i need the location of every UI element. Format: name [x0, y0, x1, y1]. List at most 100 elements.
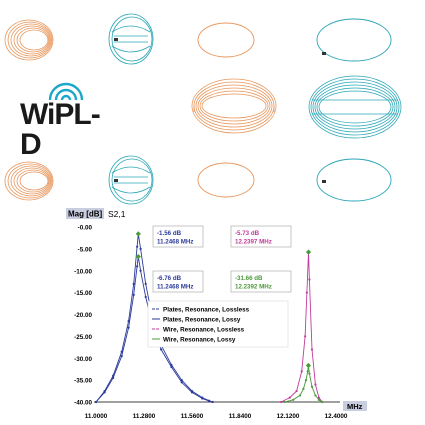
series-line-3 [280, 252, 323, 403]
marker-box-2: -5.73 dB 12.2397 MHz [230, 225, 292, 248]
marker-box-4: -31.66 dB 12.2392 MHz [230, 270, 292, 293]
series-4-point [283, 400, 286, 404]
marker-2-freq: 12.2397 MHz [235, 239, 272, 246]
series-3-point [314, 383, 317, 386]
x-tick-label: 12.1200 [277, 413, 300, 420]
logo-text: WiPL-D [20, 98, 101, 161]
x-tick-label: 11.2800 [133, 413, 156, 420]
series-2-point [136, 265, 139, 268]
legend-label-3: Wire, Resonance, Lossless [163, 327, 245, 334]
y-tick-label: -35.00 [74, 378, 92, 385]
series-3-point [310, 348, 314, 351]
series-2-point [94, 400, 98, 404]
series-4-point [298, 394, 302, 397]
marker-3-db: -6.76 dB [157, 275, 182, 282]
series-4-point [308, 372, 311, 375]
series-4-point [314, 394, 317, 397]
orange-plate-model-middle [191, 78, 277, 134]
orange-plate-model-bottom-left [4, 161, 54, 201]
xlabel-badge-bg [343, 401, 367, 411]
teal-wire-model-top [316, 18, 392, 62]
x-tick-label: 11.0000 [85, 413, 108, 420]
series-3-point [305, 291, 308, 294]
series-2-point [127, 326, 130, 329]
marker-box-1: -1.56 dB 11.2468 MHz [152, 225, 204, 248]
teal-plate-model-middle [308, 75, 402, 139]
series-4-point [306, 370, 309, 373]
series-3-point [308, 278, 311, 281]
series-line-1 [95, 233, 213, 403]
marker-2-db: -5.73 dB [235, 230, 260, 237]
series-layer [94, 231, 324, 404]
legend-item: Plates, Resonance, Lossy [152, 317, 241, 324]
peak-marker-3 [305, 249, 312, 255]
series-2-point [201, 397, 204, 400]
ylabel-badge-bg [66, 208, 104, 219]
series-4-point [310, 385, 314, 388]
legend-item: Wire, Resonance, Lossless [152, 327, 245, 334]
s21-chart-svg: Mag [dB] S2,1 -0.00 -5.00 -10.00 -15.00 -20.… [66, 208, 367, 420]
y-tick-label: -25.00 [74, 334, 92, 341]
legend-label-4: Wire, Resonance, Lossy [163, 337, 236, 344]
series-2-point [139, 269, 142, 272]
series-2-point [112, 376, 115, 380]
y-tick-label: -5.00 [78, 246, 93, 253]
teal-plate-model-bottom [108, 155, 154, 205]
series-4-point [304, 379, 308, 382]
y-tick-label: -15.00 [74, 290, 92, 297]
ylabel-badge: Mag [dB] [68, 210, 103, 219]
teal-plate-model-top [108, 13, 154, 65]
marker-4-db: -31.66 dB [235, 275, 263, 282]
series-1-point [132, 282, 135, 285]
y-tick-labels: -0.00 -5.00 -10.00 -15.00 -20.00 -25.00 -30.00… [74, 225, 92, 407]
series-2-point [211, 400, 214, 404]
series-2-point [208, 400, 211, 403]
series-2-point [160, 348, 163, 351]
series-4-point [317, 398, 320, 401]
orange-wire-model-top [197, 22, 255, 58]
y-tick-label: -0.00 [78, 225, 93, 232]
wipld-logo: WiPL-D [20, 78, 120, 160]
legend-label-2: Plates, Resonance, Lossy [163, 317, 241, 324]
orange-wire-model-bottom [197, 162, 255, 198]
marker-1-freq: 11.2468 MHz [157, 239, 193, 246]
series-3-point [304, 335, 307, 338]
legend-item: Plates, Resonance, Lossless [152, 307, 250, 314]
series-1-point [144, 282, 147, 285]
legend-label-1: Plates, Resonance, Lossless [163, 307, 250, 314]
x-tick-label: 12.4000 [325, 413, 348, 420]
series-1-point [139, 247, 142, 250]
series-2-point [120, 354, 123, 358]
x-axis-label: MHz [347, 402, 363, 411]
series-2-point [144, 295, 147, 299]
series-4-point [302, 387, 305, 390]
series-2-point [132, 293, 135, 296]
param-label: S2,1 [108, 209, 126, 219]
y-tick-label: -30.00 [74, 356, 92, 363]
series-3-point [288, 396, 291, 399]
series-2-point [103, 391, 106, 394]
y-tick-label: -10.00 [74, 268, 92, 275]
legend-item: Wire, Resonance, Lossy [152, 337, 236, 344]
series-3-point [280, 400, 283, 404]
x-tick-label: 11.8400 [229, 413, 252, 420]
peak-marker-1 [135, 231, 141, 237]
legend: Plates, Resonance, Lossless Plates, Reso… [147, 300, 289, 348]
x-tick-labels: 11.0000 11.2800 11.5600 11.8400 12.1200 12.40… [85, 413, 348, 420]
orange-plate-model-top-left [4, 19, 54, 61]
marker-4-freq: 12.2392 MHz [235, 284, 272, 291]
y-tick-label: -40.00 [74, 400, 92, 407]
series-4-point [292, 398, 295, 401]
series-2-point [190, 391, 194, 394]
marker-box-3: -6.76 dB 11.2468 MHz [152, 270, 204, 293]
x-tick-label: 11.5600 [181, 413, 204, 420]
series-2-point [170, 365, 173, 369]
series-1-point [180, 379, 183, 382]
peak-marker-4 [305, 362, 312, 369]
teal-wire-model-bottom [316, 158, 392, 202]
marker-1-db: -1.56 dB [157, 230, 182, 237]
series-line-2 [95, 256, 213, 403]
y-tick-label: -20.00 [74, 312, 92, 319]
series-3-point [317, 396, 320, 399]
